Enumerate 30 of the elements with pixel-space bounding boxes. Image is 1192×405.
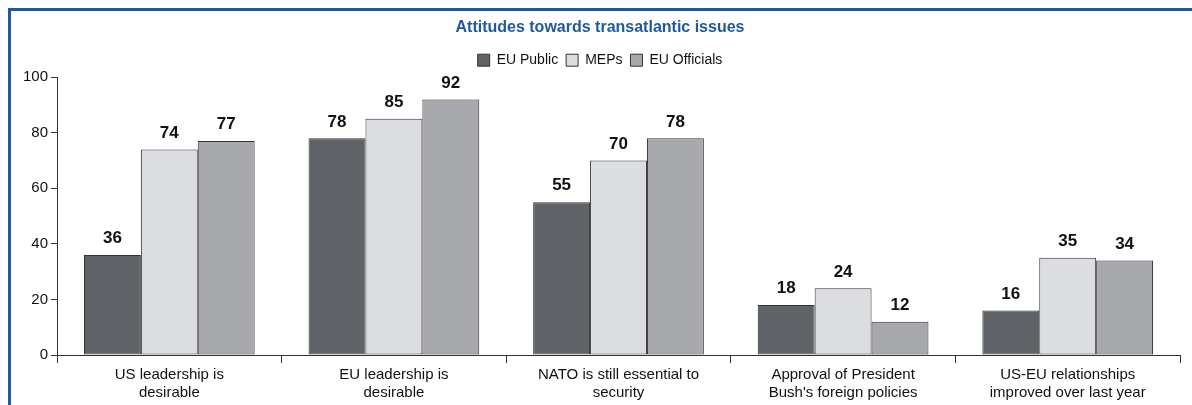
y-tick-label: 0	[39, 345, 49, 363]
y-tick-label: 80	[31, 122, 49, 140]
data-label: 78	[327, 111, 347, 131]
x-tick-label: NATO is still essential to security	[537, 365, 700, 401]
legend-label: MEPs	[585, 51, 623, 68]
x-tick-label: US leadership is desirable	[114, 365, 224, 401]
y-tick-label: 20	[31, 289, 49, 307]
data-label: 12	[890, 294, 910, 314]
data-label: 18	[776, 278, 796, 298]
y-tick-label: 100	[23, 67, 49, 85]
data-label: 92	[441, 72, 461, 92]
legend-label: EU Officials	[649, 51, 723, 68]
y-tick-label: 40	[31, 234, 49, 252]
y-tick-label: 60	[31, 178, 49, 196]
data-label: 85	[384, 92, 404, 112]
chart-title: Attitudes towards transatlantic issues	[455, 18, 745, 36]
data-label: 36	[102, 228, 122, 248]
x-tick-label: US-EU relationships improved over last year	[989, 365, 1146, 401]
data-label: 74	[159, 122, 180, 142]
data-label: 70	[609, 133, 628, 153]
data-label: 78	[665, 111, 685, 131]
data-label: 55	[552, 175, 572, 195]
x-tick-label: Approval of President Bush's foreign policies	[768, 365, 918, 401]
data-label: 34	[1115, 233, 1135, 253]
data-label: 35	[1058, 230, 1078, 250]
data-label: 24	[833, 261, 854, 281]
data-label: 16	[1001, 283, 1021, 303]
x-tick-label: EU leadership is desirable	[339, 365, 449, 401]
legend-label: EU Public	[496, 51, 559, 68]
data-label: 77	[216, 114, 236, 134]
